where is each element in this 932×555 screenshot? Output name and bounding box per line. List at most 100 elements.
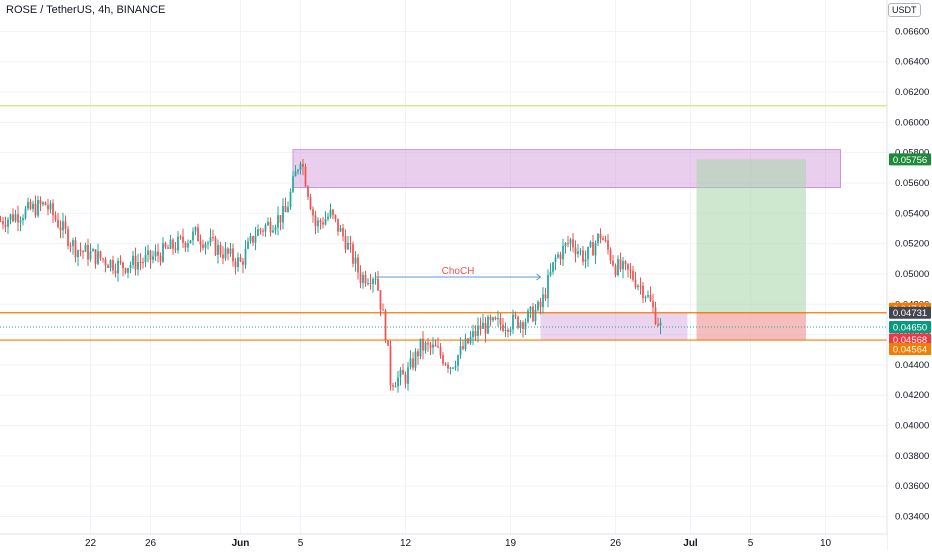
candle-up — [549, 271, 552, 276]
candle-up — [394, 386, 397, 388]
candle-down — [114, 270, 117, 274]
candle-up — [529, 306, 532, 311]
candle-up — [257, 229, 259, 236]
candle-up — [22, 218, 24, 221]
candle-down — [502, 324, 504, 331]
candle-down — [29, 201, 32, 209]
candle-down — [522, 322, 524, 329]
candle-down — [489, 317, 492, 321]
candle-down — [434, 344, 437, 347]
candle-up — [492, 317, 494, 321]
candle-down — [652, 301, 654, 308]
candle-down — [364, 274, 367, 284]
candle-up — [339, 227, 342, 232]
candle-down — [514, 314, 517, 317]
candle-down — [57, 219, 59, 228]
candle-up — [497, 318, 499, 320]
candle-down — [624, 261, 627, 264]
candle-up — [117, 261, 119, 274]
candle-down — [319, 220, 322, 223]
candle-up — [589, 242, 592, 247]
candle-up — [187, 243, 189, 248]
candle-down — [44, 202, 47, 206]
candle-up — [362, 274, 364, 283]
candle-up — [587, 246, 589, 260]
candle-up — [557, 254, 559, 258]
price-label-text: 0.04731 — [893, 308, 927, 319]
candle-down — [202, 244, 204, 248]
candle-down — [269, 221, 272, 233]
currency-badge[interactable]: USDT — [888, 3, 921, 17]
candle-up — [89, 251, 92, 260]
candle-up — [194, 227, 197, 232]
candle-down — [619, 259, 622, 270]
candle-up — [542, 294, 544, 308]
candle-up — [457, 355, 459, 366]
candle-up — [554, 257, 557, 263]
candle-down — [439, 347, 442, 356]
x-tick-label: 10 — [820, 538, 832, 549]
stop-zone[interactable] — [696, 312, 807, 341]
candle-up — [324, 219, 327, 225]
candle-down — [134, 255, 137, 270]
demand-zone[interactable] — [540, 312, 688, 341]
candle-down — [67, 229, 69, 246]
candle-up — [527, 310, 529, 323]
candle-up — [177, 236, 179, 251]
candle-up — [637, 285, 639, 288]
candle-down — [479, 325, 482, 329]
candle-up — [452, 367, 454, 369]
candle-down — [402, 369, 404, 375]
candle-up — [207, 242, 209, 244]
price-axis[interactable] — [887, 0, 932, 550]
time-axis[interactable] — [0, 534, 887, 550]
candle-up — [97, 251, 99, 264]
price-label-tag — [889, 333, 931, 346]
candle-down — [167, 247, 169, 249]
candle-up — [297, 169, 299, 172]
target-zone[interactable] — [696, 159, 807, 313]
y-tick-label: 0.06400 — [895, 57, 929, 68]
price-label-tag — [889, 153, 931, 166]
candle-down — [54, 215, 57, 220]
candle-down — [212, 237, 214, 239]
candle-down — [614, 265, 617, 275]
candle-down — [532, 306, 534, 322]
candle-down — [592, 242, 594, 256]
candle-down — [444, 363, 447, 365]
candle-up — [594, 243, 597, 256]
candle-down — [404, 374, 407, 384]
candle-up — [354, 257, 357, 264]
candle-up — [189, 240, 192, 244]
candle-up — [299, 163, 302, 170]
candle-up — [154, 251, 157, 257]
candle-down — [17, 214, 19, 223]
candle-down — [359, 272, 362, 283]
candle-down — [422, 338, 424, 351]
candle-down — [159, 255, 162, 262]
candle-down — [222, 254, 224, 259]
candle-down — [119, 261, 122, 263]
candle-up — [372, 279, 374, 284]
x-tick-label: 26 — [610, 538, 622, 549]
candle-up — [287, 207, 289, 213]
candle-up — [77, 250, 79, 258]
candle-up — [7, 219, 9, 227]
x-tick-label: Jun — [232, 538, 250, 549]
x-tick-label: 5 — [748, 538, 754, 549]
candle-down — [494, 317, 497, 320]
candle-up — [464, 338, 467, 350]
candle-down — [384, 310, 387, 341]
candle-up — [564, 243, 567, 246]
y-tick-label: 0.05000 — [895, 269, 929, 280]
y-tick-label: 0.03600 — [895, 481, 929, 492]
candle-down — [39, 199, 42, 205]
candle-up — [267, 221, 269, 226]
candle-down — [124, 268, 127, 273]
candle-up — [469, 337, 472, 344]
candle-up — [277, 215, 279, 228]
y-tick-label: 0.04200 — [895, 390, 929, 401]
candle-up — [129, 264, 132, 269]
